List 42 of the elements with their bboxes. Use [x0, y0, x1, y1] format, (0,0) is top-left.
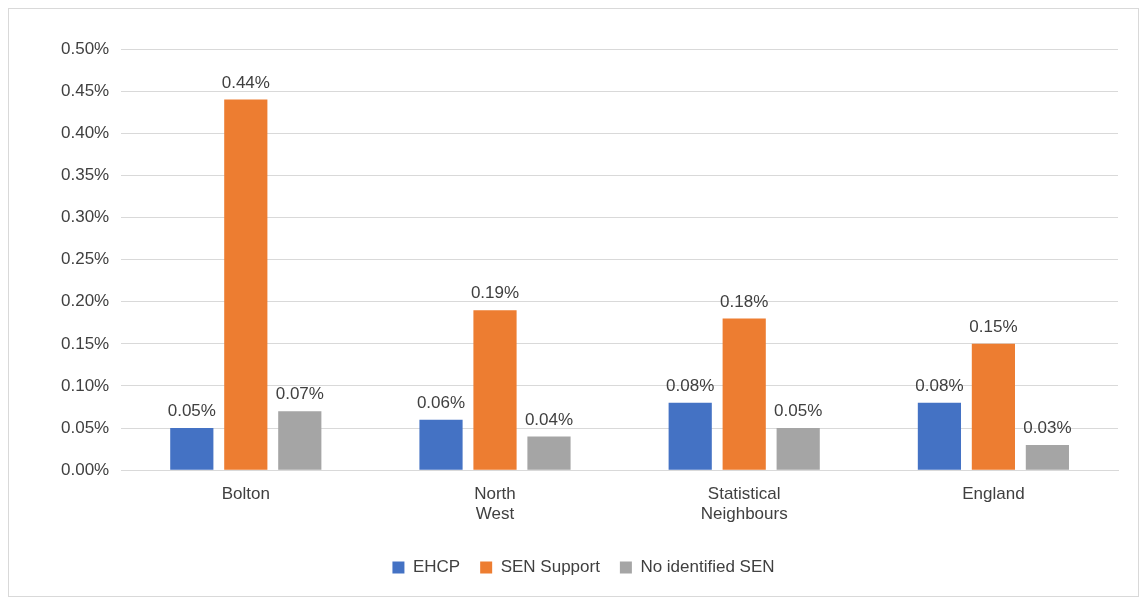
data-label: 0.06% — [416, 392, 466, 412]
bar — [278, 411, 322, 470]
data-label: 0.04% — [524, 409, 574, 429]
y-tick-label: 0.25% — [61, 249, 110, 269]
y-tick-label: 0.00% — [61, 459, 110, 479]
bar — [917, 402, 961, 470]
y-tick-label: 0.45% — [61, 80, 110, 100]
y-tick-label: 0.05% — [61, 417, 110, 437]
x-tick-label: Bolton — [221, 484, 270, 504]
data-label: 0.05% — [774, 401, 823, 421]
legend-label: SEN Support — [500, 557, 601, 577]
data-label: 0.19% — [470, 283, 520, 303]
y-tick-label: 0.30% — [61, 207, 110, 227]
x-tick-label: North West — [474, 484, 516, 524]
legend-label: EHCP — [412, 557, 461, 577]
x-tick-label: Statistical Neighbours — [700, 484, 788, 524]
y-tick-label: 0.20% — [61, 291, 110, 311]
bar — [527, 436, 571, 470]
data-label: 0.15% — [969, 317, 1018, 337]
x-tick-label: England — [962, 484, 1025, 504]
data-label: 0.08% — [666, 376, 715, 395]
legend-label: No identified SEN — [640, 557, 775, 577]
y-tick-label: 0.50% — [61, 38, 110, 58]
y-tick-label: 0.10% — [61, 375, 110, 395]
data-label: 0.18% — [720, 291, 769, 311]
data-label: 0.07% — [275, 384, 324, 404]
data-label: 0.44% — [221, 72, 270, 92]
y-tick-label: 0.40% — [61, 122, 110, 142]
bar — [722, 318, 766, 470]
bar — [668, 402, 712, 470]
y-tick-label: 0.35% — [61, 165, 110, 185]
data-label: 0.08% — [915, 376, 964, 395]
bar — [170, 428, 214, 470]
bar — [971, 343, 1015, 470]
bar — [224, 99, 268, 470]
bar — [776, 428, 820, 470]
bar — [473, 310, 517, 470]
data-label: 0.03% — [1023, 418, 1072, 438]
bar — [1025, 444, 1069, 470]
bar — [419, 419, 463, 470]
data-label: 0.05% — [167, 401, 216, 421]
y-tick-label: 0.15% — [61, 333, 110, 353]
